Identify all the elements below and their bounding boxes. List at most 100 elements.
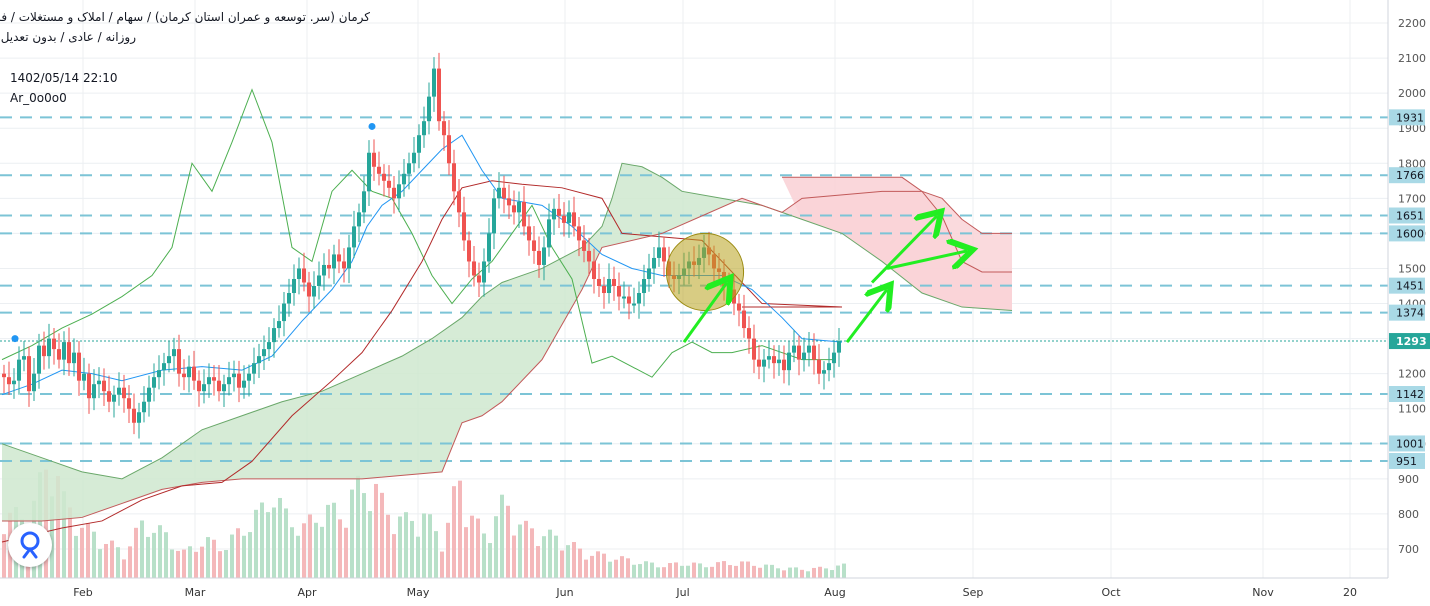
volume-bar: [254, 509, 258, 578]
candle-body: [292, 278, 296, 294]
candle-body: [2, 373, 6, 378]
cloud-segment: [652, 172, 657, 236]
cloud-segment: [397, 356, 402, 476]
candle-body: [187, 366, 191, 378]
cloud-segment: [627, 164, 632, 242]
cloud-segment: [532, 270, 537, 371]
cloud-segment: [52, 461, 57, 521]
time-tick-label: Jun: [555, 586, 573, 599]
candle-body: [317, 275, 321, 286]
volume-bar: [44, 469, 48, 578]
horizontal-levels: [0, 116, 1388, 462]
candle-body: [567, 212, 571, 223]
candle-body: [597, 278, 601, 286]
candle-body: [422, 121, 426, 136]
volume-bar: [746, 561, 750, 578]
volume-bar: [338, 519, 342, 578]
cloud-segment: [322, 389, 327, 479]
volume-bar: [488, 543, 492, 578]
volume-bar: [722, 561, 726, 578]
volume-bar: [794, 567, 798, 578]
cloud-segment: [462, 312, 467, 423]
candle-body: [267, 342, 271, 350]
volume-bar: [296, 535, 300, 578]
current-price-bg: [1389, 333, 1430, 350]
candle-body: [327, 264, 331, 269]
cloud-segment: [472, 301, 477, 420]
candle-body: [407, 163, 411, 174]
candle-body: [132, 408, 136, 423]
volume-bar: [464, 527, 468, 578]
candle-body: [512, 205, 516, 213]
signal-dot: [11, 335, 19, 343]
cloud-segment: [662, 177, 667, 234]
candle-body: [387, 180, 391, 188]
cloud-segment: [212, 424, 217, 482]
candle-body: [527, 226, 531, 241]
tradingview-logo-button[interactable]: [8, 523, 52, 567]
volume-bar: [710, 566, 714, 578]
candle-body: [282, 303, 286, 322]
price-tick-label: 2000: [1398, 87, 1426, 100]
volume-bar: [56, 475, 60, 578]
volume-bar: [206, 537, 210, 578]
cloud-segment: [97, 474, 102, 513]
cloud-segment: [487, 289, 492, 413]
cloud-segment: [137, 468, 142, 499]
cloud-segment: [437, 331, 442, 473]
volume-bar: [290, 527, 294, 578]
volume-bar: [182, 549, 186, 578]
candle-body: [432, 68, 436, 97]
level-label-bg: [1389, 225, 1425, 242]
cloud-segment: [202, 428, 207, 483]
volume-bar: [836, 565, 840, 578]
candle-body: [617, 286, 621, 297]
volume-bar: [224, 549, 228, 578]
candle-body: [482, 261, 486, 283]
candle-body: [807, 345, 811, 353]
candle-body: [787, 352, 791, 371]
cloud-segment: [132, 470, 137, 500]
cloud-segment: [632, 165, 637, 241]
candle-body: [487, 233, 491, 262]
cloud-segment: [162, 454, 167, 490]
cloud-segment: [192, 433, 197, 485]
volume-bar: [584, 559, 588, 578]
candle-body: [652, 257, 656, 269]
cloud-segment: [297, 396, 302, 479]
volume-bar: [170, 549, 174, 578]
cloud-segment: [637, 165, 642, 240]
cloud-segment: [7, 445, 12, 521]
candle-body: [632, 303, 636, 306]
volume-bar: [50, 496, 54, 578]
candle-body: [272, 328, 276, 343]
candle-body: [92, 384, 96, 399]
candle-body: [642, 278, 646, 294]
volume-bar: [344, 527, 348, 578]
cloud-segment: [247, 412, 252, 479]
candle-body: [747, 328, 751, 339]
cloud-segment: [447, 324, 452, 460]
candle-body: [827, 363, 831, 371]
volume-bar: [458, 480, 462, 578]
candle-body: [757, 359, 761, 367]
cloud-segment: [382, 362, 387, 478]
volume-bar: [320, 526, 324, 578]
time-tick-label: Sep: [963, 586, 984, 599]
cloud-segment: [277, 401, 282, 479]
cloud-segment: [457, 317, 462, 436]
candle-body: [177, 349, 181, 374]
time-tick-label: Aug: [824, 586, 845, 599]
cloud-segment: [417, 344, 422, 475]
cloud-segment: [712, 196, 717, 212]
price-tick-label: 2100: [1398, 52, 1426, 65]
symbol-title: کرمان (سر. توسعه و عمران استان کرمان) / …: [0, 10, 370, 24]
chikou-span-line: [1, 88, 832, 378]
candle-body: [452, 163, 456, 192]
level-label: 1931: [1396, 111, 1424, 124]
cloud-segment: [427, 338, 432, 474]
volume-bar: [782, 570, 786, 578]
price-tick-label: 1500: [1398, 262, 1426, 275]
